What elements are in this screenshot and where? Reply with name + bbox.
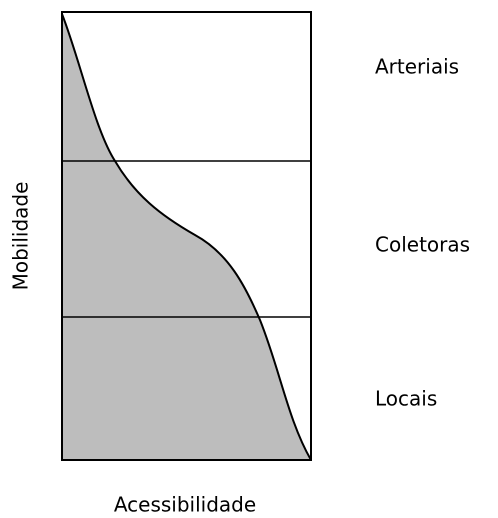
band-label: Locais [375,387,437,411]
y-axis-label: Mobilidade [9,182,33,291]
band-label: Coletoras [375,233,470,257]
band-label: Arteriais [375,55,459,79]
x-axis-label: Acessibilidade [114,493,256,517]
accessibility-curve-area [62,14,311,460]
frame [61,11,312,461]
accessibility-curve [61,13,312,461]
